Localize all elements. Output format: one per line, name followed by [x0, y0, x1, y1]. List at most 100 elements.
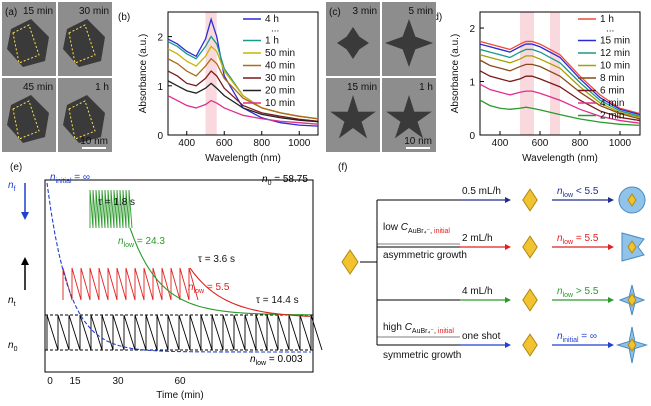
arrow-head [21, 257, 29, 265]
y-tick-label: 0 [469, 131, 475, 142]
x-tick-label: 60 [174, 376, 186, 387]
outcome-label-part: > 5.5 [573, 286, 599, 297]
legend-label: 1 h [265, 36, 279, 47]
branch-label: asymmetric growth [383, 250, 467, 261]
n-t-label-part: n [8, 295, 14, 306]
y-tick-label: 2 [469, 24, 475, 35]
sawtooth [46, 314, 323, 351]
n-low-label-part: low [194, 288, 205, 295]
facet-outline [12, 24, 40, 64]
n-0-label-part: n [8, 340, 14, 351]
y-tick-label: 1 [157, 82, 163, 93]
legend-label: 50 min [265, 48, 295, 59]
facet-outline [68, 24, 96, 64]
y-axis-label: Absorbance (a.u.) [138, 34, 149, 114]
legend-gap: ... [606, 24, 614, 35]
frame-time: 5 min [409, 6, 433, 17]
n-low-label-part: n [250, 354, 256, 365]
highlight-band [520, 12, 534, 135]
legend-label: 6 min [600, 86, 624, 97]
legend-label: 12 min [600, 48, 630, 59]
frame-time: 15 min [347, 82, 377, 93]
n-initial-label-part: initial [56, 178, 72, 185]
frame-time: 3 min [353, 6, 377, 17]
legend-gap: ... [271, 24, 279, 35]
spectrum-line [167, 80, 319, 123]
kinetics-schematic [21, 179, 314, 373]
x-tick-label: 600 [216, 138, 233, 149]
n0-value: n0 = 58.75 [262, 174, 308, 187]
spectrum-line [167, 95, 319, 125]
n0-value-part: n [262, 174, 268, 185]
rate-label: 0.5 mL/h [462, 186, 501, 197]
legend-label: 30 min [265, 73, 295, 84]
outcome-label-part: n [557, 331, 563, 342]
decay-curve [46, 182, 311, 353]
outcome-label: ninitial = ∞ [557, 331, 597, 344]
spectrum-line [167, 70, 319, 122]
arrow-head [608, 342, 614, 348]
x-tick-label: 30 [112, 376, 124, 387]
spectrum-line [479, 40, 641, 115]
n-f-label-part: n [8, 180, 14, 191]
n-t-label-part: t [14, 301, 16, 308]
bipyramid [522, 235, 538, 259]
outcome-label-part: < 5.5 [573, 186, 599, 197]
rate-label: one shot [462, 331, 501, 342]
arrow-head [505, 197, 511, 203]
decay-curve [189, 267, 311, 317]
spectrum-line [479, 43, 641, 116]
legend-label: 4 h [265, 14, 279, 25]
panel-label: (d) [430, 12, 442, 23]
arrow-head [21, 212, 29, 220]
x-tick-label: 400 [492, 138, 509, 149]
x-tick-label: 800 [253, 138, 270, 149]
outcome-label-part: low [563, 239, 574, 246]
group-label-part: initial [436, 328, 454, 335]
scale-bar-label: 10 nm [80, 136, 108, 147]
frame-time: 45 min [23, 82, 53, 93]
outcome-label-part: n [557, 233, 563, 244]
group-label: high CAuBr₄⁻, initial [383, 322, 454, 335]
n-t-label: nt [8, 295, 16, 308]
n0-value-part: 0 [268, 180, 272, 187]
n-0-label: n0 [8, 340, 18, 353]
bipyramid [522, 188, 538, 212]
x-tick-label: 800 [572, 138, 589, 149]
bipyramid [522, 333, 538, 357]
outcome-label-part: = 5.5 [573, 233, 599, 244]
legend-label: 2 min [600, 111, 624, 122]
particle [385, 19, 433, 67]
n-low-label-part: = 5.5 [204, 282, 230, 293]
spectrum-line [167, 17, 319, 127]
highlight-band [205, 12, 217, 135]
outcome-label-part: initial [563, 337, 579, 344]
outcome-label-part: low [563, 292, 574, 299]
spectrum-line [479, 59, 641, 120]
particle [386, 95, 432, 139]
frame-time: 15 min [23, 6, 53, 17]
branch-label: symmetric growth [383, 350, 461, 361]
legend-label: 40 min [265, 61, 295, 72]
outcome-label-part: low [563, 192, 574, 199]
plot-frame [479, 11, 641, 136]
n-low-label-part: = 24.3 [134, 236, 165, 247]
arrow-head [505, 244, 511, 250]
n-f-label: nf [8, 180, 16, 193]
y-tick-label: 0 [157, 131, 163, 142]
outcome-label-part: n [557, 286, 563, 297]
x-axis-label: Wavelength (nm) [522, 153, 598, 164]
spectrum-line [479, 99, 641, 127]
group-label-part: C [405, 322, 413, 333]
facet-outline [68, 100, 96, 140]
bipyramid [627, 338, 637, 352]
tau-label: τ = 3.6 s [198, 254, 235, 265]
legend-label: 15 min [600, 36, 630, 47]
arrow-head [608, 244, 614, 250]
y-axis-label: Absorbance (a.u.) [450, 34, 461, 114]
legend-label: 10 min [600, 61, 630, 72]
n-low-label: nlow = 24.3 [118, 236, 165, 249]
arrow-head [608, 297, 614, 303]
outcome-label-part: = ∞ [579, 331, 598, 342]
